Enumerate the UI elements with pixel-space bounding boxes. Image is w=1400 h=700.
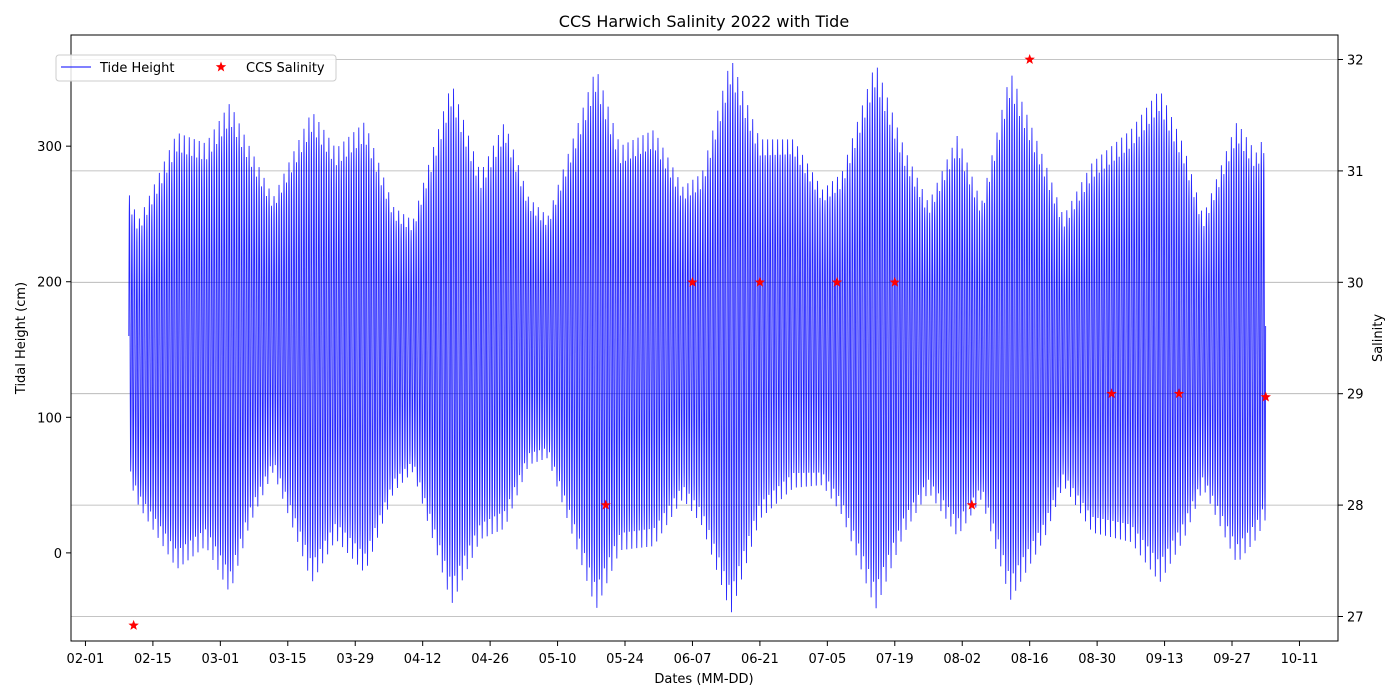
y-right-tick-label: 27 — [1347, 610, 1364, 625]
y-right-tick-label: 28 — [1347, 499, 1364, 514]
y-axis-right-label: Salinity — [1371, 314, 1386, 362]
x-tick-label: 05-10 — [539, 652, 577, 667]
x-tick-label: 04-12 — [404, 652, 442, 667]
x-tick-label: 08-30 — [1078, 652, 1116, 667]
y-left-tick-label: 200 — [37, 276, 62, 291]
y-right-tick-label: 32 — [1347, 54, 1364, 69]
y-left-tick-label: 300 — [37, 140, 62, 155]
salinity-point — [687, 276, 698, 287]
x-tick-label: 06-07 — [674, 652, 712, 667]
x-axis: 02-01 02-15 03-01 03-15 03-29 04-12 04-26 05-10… — [67, 641, 1319, 667]
salinity-point — [128, 619, 139, 630]
tide-height-series — [128, 62, 1267, 613]
salinity-point — [1260, 391, 1271, 402]
x-tick-label: 07-19 — [876, 652, 914, 667]
salinity-point — [966, 499, 978, 510]
x-tick-label: 02-01 — [67, 652, 105, 667]
x-tick-label: 09-13 — [1146, 652, 1184, 667]
y-left-tick-label: 100 — [37, 411, 62, 426]
y-axis-left: 0 100 200 300 — [37, 140, 71, 562]
chart-title: CCS Harwich Salinity 2022 with Tide — [559, 12, 849, 31]
x-tick-label: 03-01 — [201, 652, 239, 667]
x-tick-label: 08-16 — [1011, 652, 1049, 667]
salinity-point — [1106, 388, 1117, 399]
x-tick-label: 02-15 — [134, 652, 172, 667]
legend-box — [55, 54, 337, 82]
salinity-point — [754, 276, 766, 287]
x-tick-label: 10-11 — [1281, 652, 1319, 667]
y-right-tick-label: 29 — [1347, 388, 1364, 403]
x-tick-label: 03-29 — [336, 652, 374, 667]
y-axis-left-label: Tidal Height (cm) — [14, 282, 29, 395]
salinity-point — [889, 276, 901, 287]
plot-frame — [70, 34, 1339, 642]
salinity-point — [831, 276, 843, 287]
ccs-salinity-series — [128, 54, 1271, 630]
legend-salinity-swatch — [215, 61, 227, 72]
x-tick-label: 06-21 — [741, 652, 779, 667]
salinity-point — [1024, 54, 1035, 64]
legend-tide-label: Tide Height — [99, 61, 175, 76]
y-right-tick-label: 30 — [1347, 276, 1364, 291]
salinity-point — [600, 499, 611, 510]
tide-height-line — [128, 62, 1267, 613]
y-left-tick-label: 0 — [54, 547, 62, 562]
y-right-tick-label: 31 — [1347, 165, 1364, 180]
x-tick-label: 08-02 — [943, 652, 981, 667]
x-tick-label: 03-15 — [269, 652, 307, 667]
x-tick-label: 09-27 — [1213, 652, 1251, 667]
salinity-point — [1173, 388, 1185, 399]
y-axis-right: 27 28 29 30 31 32 — [1338, 54, 1364, 625]
x-tick-label: 04-26 — [471, 652, 509, 667]
x-tick-label: 07-05 — [808, 652, 846, 667]
legend: Tide Height CCS Salinity — [55, 54, 337, 82]
legend-salinity-label: CCS Salinity — [246, 61, 325, 76]
x-axis-label: Dates (MM-DD) — [654, 672, 753, 687]
x-tick-label: 05-24 — [606, 652, 644, 667]
